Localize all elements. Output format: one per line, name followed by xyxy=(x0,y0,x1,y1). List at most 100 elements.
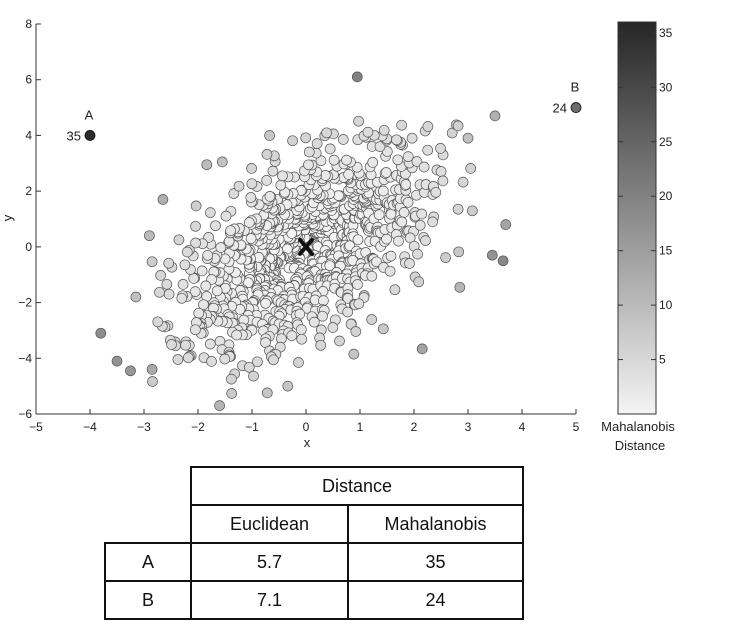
scatter-point xyxy=(317,310,328,322)
scatter-point xyxy=(190,200,202,212)
scatter-point xyxy=(245,192,257,203)
scatter-point xyxy=(201,159,213,171)
scatter-point xyxy=(190,237,201,249)
scatter-point xyxy=(233,180,245,192)
x-tick-label: −4 xyxy=(83,420,97,434)
scatter-point xyxy=(264,130,275,141)
y-tick-label: 4 xyxy=(25,128,32,142)
scatter-point xyxy=(189,286,201,297)
colorbar-label-line1: Mahalanobis xyxy=(601,419,675,434)
x-axis-label: x xyxy=(304,435,311,450)
scatter-point xyxy=(352,234,364,246)
colorbar-tick-label: 10 xyxy=(659,298,673,312)
scatter-point xyxy=(264,191,276,202)
x-tick-label: 2 xyxy=(411,420,418,434)
scatter-point xyxy=(268,354,279,366)
scatter-point xyxy=(416,343,428,355)
y-tick-label: 8 xyxy=(25,17,32,31)
scatter-point xyxy=(261,149,273,160)
scatter-point xyxy=(414,219,426,231)
scatter-point xyxy=(315,155,327,167)
highlighted-point-value-label: 24 xyxy=(553,101,567,116)
scatter-point xyxy=(248,370,259,382)
scatter-point xyxy=(435,166,447,177)
scatter-point xyxy=(206,356,217,367)
scatter-point xyxy=(300,132,312,144)
scatter-point xyxy=(465,163,477,174)
scatter-point xyxy=(497,255,509,267)
scatter-point xyxy=(352,279,363,290)
colorbar-tick-label: 20 xyxy=(659,189,673,203)
x-tick-label: 4 xyxy=(519,420,526,434)
scatter-point xyxy=(245,233,257,244)
scatter-point xyxy=(435,143,446,154)
scatter-point xyxy=(219,353,231,365)
row-label: B xyxy=(104,580,192,620)
scatter-point xyxy=(95,327,107,339)
scatter-point xyxy=(466,205,478,217)
scatter-point xyxy=(489,110,501,122)
scatter-point xyxy=(392,154,404,166)
scatter-point xyxy=(381,146,393,157)
colorbar: 5 10 15 20 25 30 35 xyxy=(617,21,673,415)
scatter-point xyxy=(287,135,298,147)
scatter-point xyxy=(353,115,364,127)
x-tick-label: −5 xyxy=(29,420,43,434)
table-corner-blank xyxy=(105,505,191,543)
scatter-point xyxy=(303,159,314,171)
scatter-point xyxy=(252,356,263,368)
scatter-point xyxy=(342,306,354,318)
scatter-point xyxy=(412,248,423,260)
scatter-point xyxy=(152,316,164,328)
scatter-point xyxy=(377,185,389,197)
scatter-point xyxy=(198,299,209,311)
scatter-point xyxy=(327,322,339,333)
scatter-point xyxy=(400,179,412,190)
scatter-point xyxy=(385,208,397,220)
scatter-point xyxy=(378,124,390,136)
scatter-points xyxy=(95,71,512,411)
scatter-point xyxy=(351,71,363,83)
scatter-point xyxy=(172,354,184,365)
scatter-point xyxy=(377,323,389,335)
scatter-point xyxy=(398,207,410,218)
scatter-point xyxy=(146,256,158,268)
scatter-point xyxy=(200,280,212,292)
scatter-point xyxy=(418,161,430,173)
scatter-point xyxy=(163,288,175,300)
scatter-point xyxy=(486,249,498,261)
scatter-point xyxy=(413,276,425,288)
scatter-point xyxy=(180,339,191,351)
scatter-point xyxy=(454,281,466,293)
scatter-point xyxy=(430,186,442,198)
scatter-point xyxy=(396,119,407,131)
scatter-point xyxy=(231,329,242,341)
scatter-point xyxy=(144,230,155,242)
scatter-point xyxy=(179,259,191,271)
scatter-point xyxy=(366,270,378,282)
scatter-point xyxy=(293,357,304,368)
center-x-marker xyxy=(298,237,314,256)
table-row: B 7.1 24 xyxy=(104,580,524,620)
x-tick-label: −1 xyxy=(245,420,259,434)
table-corner-blank xyxy=(105,467,191,505)
scatter-point xyxy=(243,361,255,373)
scatter-point xyxy=(282,380,294,392)
colorbar-tick-label: 30 xyxy=(659,80,673,94)
scatter-point xyxy=(453,246,465,258)
highlighted-point xyxy=(84,130,96,141)
scatter-point xyxy=(500,219,512,230)
scatter-point xyxy=(146,364,158,375)
scatter-point xyxy=(333,190,344,201)
y-tick-label: 0 xyxy=(25,240,32,254)
scatter-point xyxy=(154,286,165,298)
scatter-point xyxy=(176,292,188,304)
scatter-point xyxy=(275,179,287,191)
scatter-point xyxy=(226,373,237,385)
y-axis-label: y xyxy=(0,214,15,221)
scatter-point xyxy=(196,265,208,277)
x-tick-label: 1 xyxy=(357,420,364,434)
scatter-point xyxy=(277,170,288,182)
